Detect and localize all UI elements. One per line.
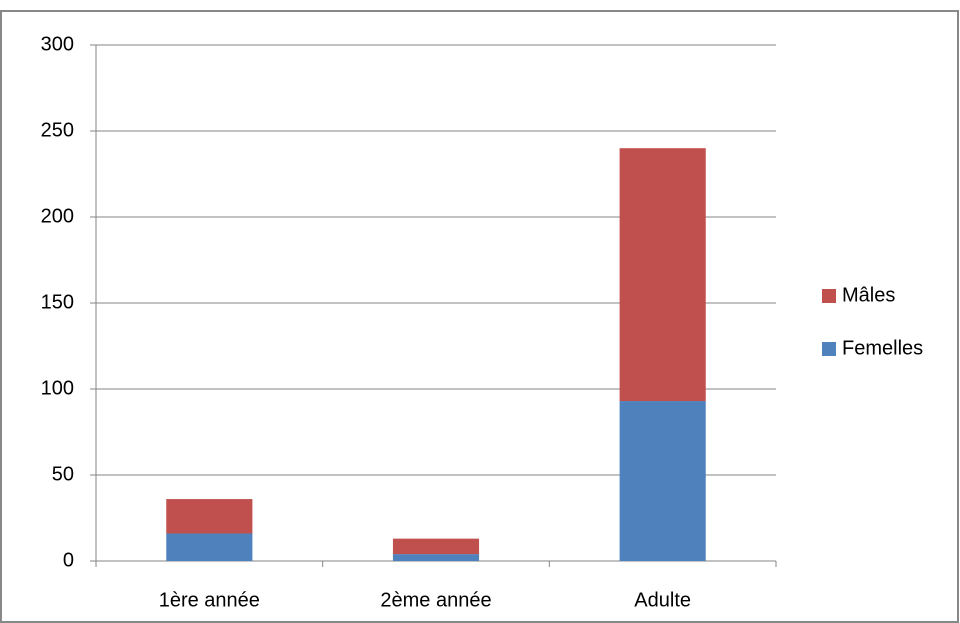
legend-label: Femelles: [842, 337, 923, 359]
bar-segment: [619, 401, 706, 561]
legend-label: Mâles: [842, 284, 895, 306]
y-tick-label: 0: [63, 549, 74, 571]
x-tick-label: 1ère année: [159, 589, 260, 611]
bar-segment: [166, 533, 253, 561]
x-tick-label: Adulte: [634, 589, 691, 611]
y-tick-label: 250: [41, 119, 74, 141]
y-tick-label: 100: [41, 377, 74, 399]
y-tick-label: 150: [41, 291, 74, 313]
bar-segment: [392, 554, 480, 561]
legend-swatch: [822, 289, 836, 303]
bar-segment: [619, 148, 706, 402]
legend-swatch: [822, 342, 836, 356]
y-tick-label: 200: [41, 205, 74, 227]
y-tick-label: 50: [52, 463, 74, 485]
chart-frame: [0, 10, 959, 623]
bar-segment: [392, 538, 480, 555]
y-tick-label: 300: [41, 33, 74, 55]
x-tick-label: 2ème année: [380, 589, 491, 611]
bar-segment: [166, 499, 253, 534]
